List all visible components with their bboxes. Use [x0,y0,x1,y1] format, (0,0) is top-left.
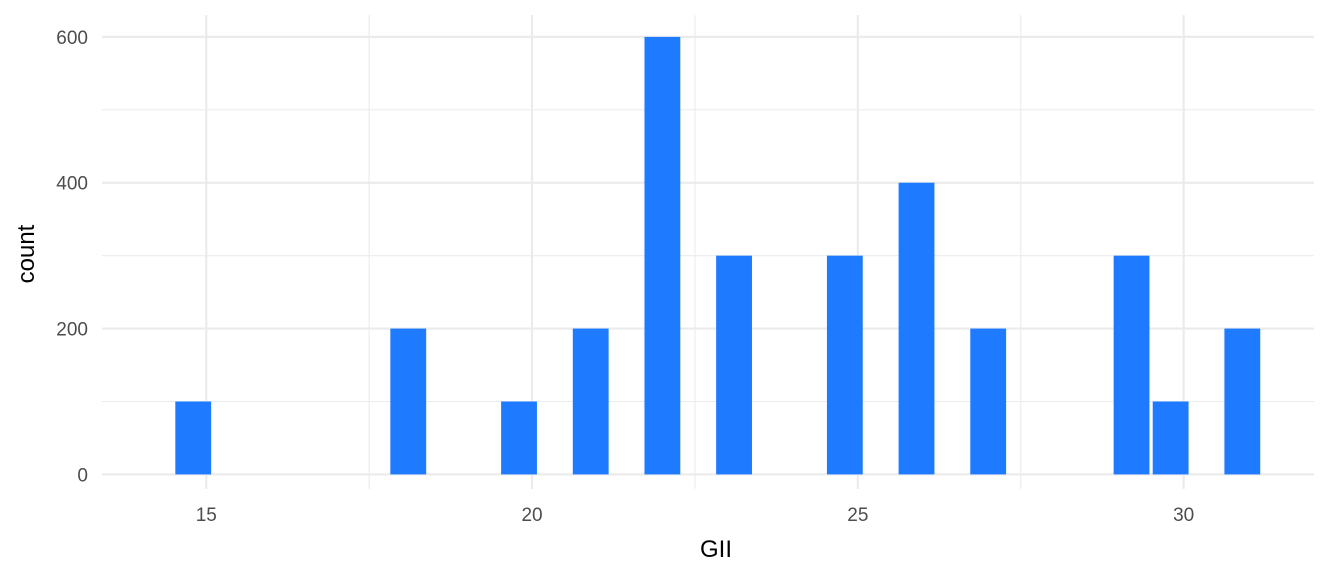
x-tick-label: 15 [196,505,217,526]
histogram-bar [1113,255,1150,475]
histogram-bar [1224,328,1261,475]
histogram-bar [716,255,752,475]
y-axis-title: count [13,224,40,283]
histogram-bar [390,328,427,475]
histogram-bar [175,401,212,475]
histogram-bar [1152,401,1189,475]
y-tick-label: 200 [56,320,88,341]
x-axis-ticks: 15 20 25 30 [196,505,1195,526]
y-tick-label: 400 [56,174,88,195]
histogram-bar [572,328,609,475]
x-tick-label: 20 [521,505,542,526]
x-axis-title: GII [700,536,732,563]
histogram-bar [826,255,863,475]
y-tick-label: 0 [77,465,88,486]
y-tick-label: 600 [56,28,88,49]
x-tick-label: 30 [1173,505,1194,526]
histogram-bars [175,36,1261,475]
histogram-bar [898,182,935,475]
histogram-bar [501,401,537,475]
y-axis-ticks: 0 200 400 600 [56,28,88,487]
histogram-bar [644,36,681,475]
x-tick-label: 25 [847,505,868,526]
histogram-bar [970,328,1007,475]
